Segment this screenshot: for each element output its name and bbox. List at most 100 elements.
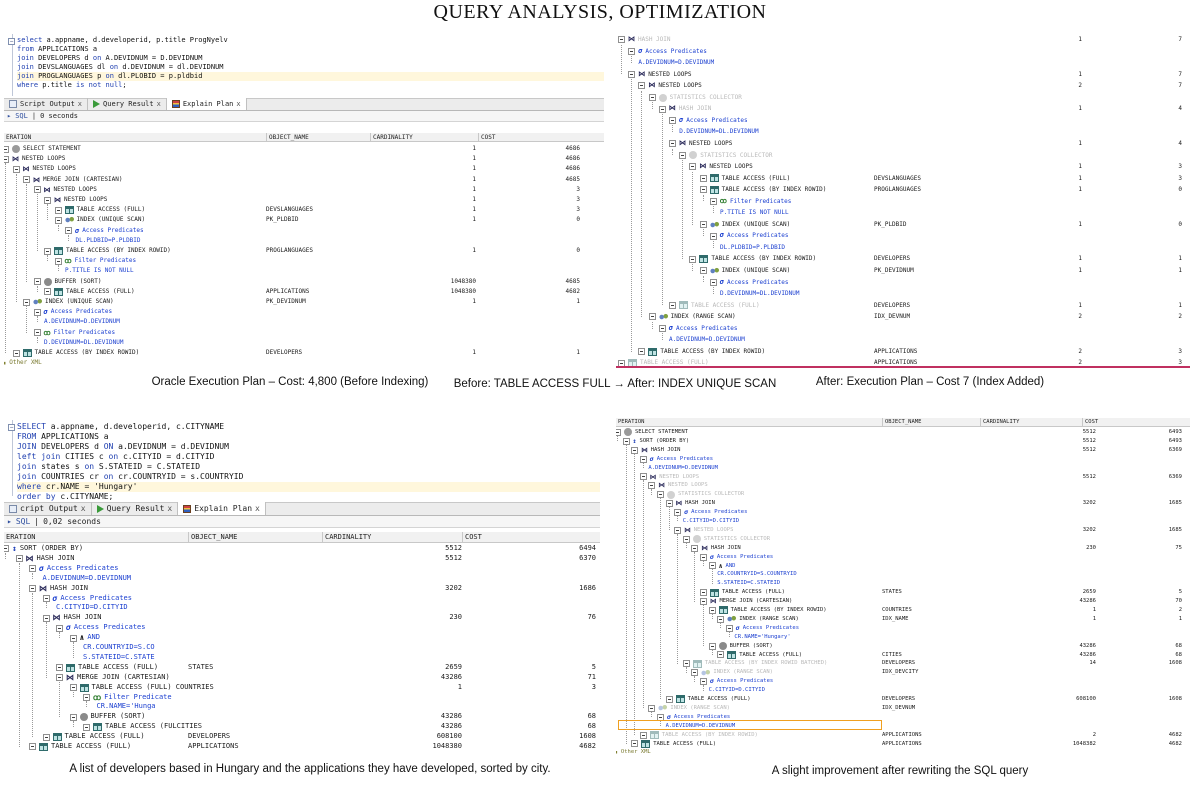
collapse-toggle-icon[interactable] <box>44 288 51 296</box>
collapse-toggle-icon[interactable] <box>691 544 699 552</box>
collapse-toggle-icon[interactable] <box>700 598 707 606</box>
collapse-toggle-icon[interactable] <box>56 664 63 672</box>
plan-row[interactable]: ⋈ MERGE JOIN (CARTESIAN) 43286 70 <box>616 597 1190 606</box>
plan-predicate-row[interactable]: A.DEVIDNUM=D.DEVIDNUM <box>616 334 1190 346</box>
plan-predicate-row[interactable]: σ Access Predicates <box>616 455 1190 464</box>
plan-predicate-row[interactable]: A.DEVIDNUM=D.DEVIDNUM <box>616 722 1190 731</box>
plan-row[interactable]: STATISTICS COLLECTOR <box>616 535 1190 544</box>
collapse-toggle-icon[interactable] <box>669 117 676 125</box>
plan-row[interactable]: ⋈ NESTED LOOPS 1 3 <box>4 195 604 205</box>
plan-predicate-row[interactable]: C.CITYID=D.CITYID <box>4 603 600 613</box>
plan-predicate-row[interactable]: σ Access Predicates <box>616 624 1190 633</box>
plan-row[interactable]: ⋈ NESTED LOOPS 3202 1685 <box>616 526 1190 535</box>
plan-row[interactable]: INDEX (UNIQUE SCAN) PK_PLDBID 1 0 <box>4 215 604 225</box>
plan-row[interactable]: TABLE ACCESS (FULL) APPLICATIONS 2 3 <box>616 357 1190 369</box>
plan-row[interactable]: TABLE ACCESS (FULL) STATES 2659 5 <box>616 588 1190 597</box>
collapse-toggle-icon[interactable] <box>669 140 676 148</box>
plan-predicate-row[interactable]: ꝏ Filter Predicates <box>4 328 604 338</box>
plan-row[interactable]: ⋈ MERGE JOIN (CARTESIAN) 43286 71 <box>4 673 600 683</box>
collapse-toggle-icon[interactable] <box>708 642 716 650</box>
tab-explain-plan[interactable]: Explain Plan x <box>166 98 247 110</box>
plan-row[interactable]: TABLE ACCESS (BY INDEX ROWID) DEVELOPERS 1… <box>616 253 1190 265</box>
plan-row[interactable]: TABLE ACCESS (FULL) DEVELOPERS 1 1 <box>616 300 1190 312</box>
plan-predicate-row[interactable]: σ Access Predicates <box>4 623 600 633</box>
plan-row[interactable]: ⋈ NESTED LOOPS 1 4 <box>616 138 1190 150</box>
collapse-toggle-icon[interactable] <box>679 151 687 159</box>
collapse-toggle-icon[interactable] <box>54 257 62 265</box>
collapse-toggle-icon[interactable] <box>83 693 90 701</box>
plan-row[interactable]: TABLE ACCESS (FULCITIES 43286 68 <box>4 722 600 732</box>
plan-predicate-row[interactable]: σ Access Predicates <box>616 323 1190 335</box>
plan-row[interactable]: ⋈ NESTED LOOPS 1 4686 <box>4 164 604 174</box>
collapse-toggle-icon[interactable] <box>616 428 621 436</box>
header-cardinality[interactable]: CARDINALITY <box>980 418 1019 426</box>
collapse-toggle-icon[interactable] <box>15 555 23 563</box>
collapse-toggle-icon[interactable] <box>23 176 30 184</box>
collapse-toggle-icon[interactable] <box>669 301 676 309</box>
plan-predicate-row[interactable]: σ Access Predicates <box>616 230 1190 242</box>
collapse-toggle-icon[interactable] <box>700 678 707 686</box>
plan-row[interactable]: INDEX (UNIQUE SCAN) PK_DEVIDNUM 1 1 <box>4 297 604 307</box>
plan-row[interactable]: TABLE ACCESS (BY INDEX ROWID BATCHED) DEV… <box>616 659 1190 668</box>
collapse-toggle-icon[interactable] <box>12 349 20 357</box>
collapse-toggle-icon[interactable] <box>69 634 77 642</box>
plan-row[interactable]: STATISTICS COLLECTOR <box>616 490 1190 499</box>
plan-predicate-row[interactable]: C.CITYID=D.CITYID <box>616 686 1190 695</box>
plan-predicate-row[interactable]: A.DEVIDNUM=D.DEVIDNUM <box>616 464 1190 473</box>
collapse-toggle-icon[interactable] <box>708 606 716 614</box>
collapse-toggle-icon[interactable] <box>33 308 41 316</box>
collapse-toggle-icon[interactable] <box>674 526 682 534</box>
plan-row[interactable]: ⋈ HASH JOIN 230 75 <box>616 544 1190 553</box>
plan-predicate-row[interactable]: σ Access Predicates <box>616 508 1190 517</box>
collapse-toggle-icon[interactable] <box>29 565 36 573</box>
plan-predicate-row[interactable]: σ Access Predicates <box>616 46 1190 58</box>
plan-row[interactable]: ⋈ NESTED LOOPS 1 7 <box>616 69 1190 81</box>
tab-script-output[interactable]: cript Output x <box>4 502 92 515</box>
collapse-toggle-icon[interactable] <box>699 174 707 182</box>
collapse-toggle-icon[interactable] <box>56 674 63 682</box>
plan-predicate-row[interactable]: D.DEVIDNUM=DL.DEVIDNUM <box>616 288 1190 300</box>
collapse-toggle-icon[interactable] <box>717 651 725 659</box>
tab-query-result[interactable]: Query Result x <box>88 98 167 110</box>
sql-pin-icon[interactable]: ▸ <box>7 112 12 120</box>
plan-row[interactable]: TABLE ACCESS (BY INDEX ROWID) PROGLANGUAG… <box>4 246 604 256</box>
plan-predicate-row[interactable]: A.DEVIDNUM=D.DEVIDNUM <box>4 317 604 327</box>
plan-row[interactable]: SELECT STATEMENT 1 4686 <box>4 144 604 154</box>
collapse-toggle-icon[interactable] <box>682 660 690 668</box>
collapse-toggle-icon[interactable] <box>23 298 30 306</box>
sql-editor[interactable]: SELECT a.appname, d.developerid, c.CITYN… <box>4 420 600 501</box>
collapse-toggle-icon[interactable] <box>83 723 90 731</box>
header-cost[interactable]: COST <box>478 133 495 141</box>
collapse-toggle-icon[interactable] <box>717 615 725 623</box>
plan-predicate-row[interactable]: σ Access Predicates <box>616 553 1190 562</box>
plan-predicate-row[interactable]: P.TITLE IS NOT NULL <box>616 207 1190 219</box>
plan-row[interactable]: ⋈ MERGE JOIN (CARTESIAN) 1 4685 <box>4 175 604 185</box>
collapse-toggle-icon[interactable] <box>657 491 664 499</box>
collapse-toggle-icon[interactable] <box>4 545 9 553</box>
collapse-toggle-icon[interactable] <box>665 500 673 508</box>
collapse-toggle-icon[interactable] <box>648 94 656 102</box>
plan-row[interactable]: INDEX (RANGE SCAN) IDX_DEVNUM 2 2 <box>616 311 1190 323</box>
plan-predicate-row[interactable]: A.DEVIDNUM=D.DEVIDNUM <box>616 57 1190 69</box>
collapse-toggle-icon[interactable] <box>700 553 707 561</box>
plan-row[interactable]: TABLE ACCESS (FULL) STATES 2659 5 <box>4 663 600 673</box>
plan-row[interactable]: TABLE ACCESS (FULL) COUNTRIES 1 3 <box>4 683 600 693</box>
collapse-toggle-icon[interactable] <box>639 473 647 481</box>
header-operation[interactable]: ERATION <box>6 533 36 541</box>
plan-row[interactable]: BUFFER (SORT) 43286 68 <box>616 642 1190 651</box>
collapse-toggle-icon[interactable] <box>638 82 646 90</box>
tab-close-icon[interactable]: x <box>167 504 173 513</box>
plan-predicate-row[interactable]: ꝏ Filter Predicates <box>4 256 604 266</box>
collapse-toggle-icon[interactable] <box>665 695 673 703</box>
collapse-toggle-icon[interactable] <box>54 216 62 224</box>
plan-predicate-row[interactable]: P.TITLE IS NOT NULL <box>4 266 604 276</box>
collapse-toggle-icon[interactable] <box>29 743 36 751</box>
plan-predicate-row[interactable]: CR.COUNTRYID=S.CO <box>4 643 600 653</box>
collapse-toggle-icon[interactable] <box>42 614 50 622</box>
plan-row[interactable]: STATISTICS COLLECTOR <box>616 92 1190 104</box>
plan-row[interactable]: ▪Other XML <box>4 358 604 368</box>
plan-row[interactable]: TABLE ACCESS (BY INDEX ROWID) APPLICATION… <box>616 731 1190 740</box>
plan-row[interactable]: TABLE ACCESS (BY INDEX ROWID) DEVELOPERS 1… <box>4 348 604 358</box>
collapse-toggle-icon[interactable] <box>56 624 63 632</box>
plan-predicate-row[interactable]: A.DEVIDNUM=D.DEVIDNUM <box>4 574 600 584</box>
